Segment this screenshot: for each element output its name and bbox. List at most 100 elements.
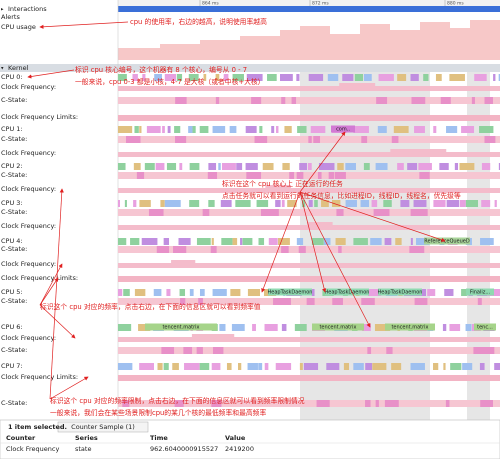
- task-slice[interactable]: [145, 323, 217, 331]
- cstate-slice[interactable]: [196, 347, 203, 354]
- cstate-slice[interactable]: [391, 136, 399, 143]
- track-label[interactable]: CPU 6:: [1, 323, 23, 331]
- task-slice[interactable]: [231, 324, 245, 331]
- task-slice[interactable]: [275, 363, 292, 370]
- track-label[interactable]: C-State:: [1, 399, 27, 407]
- task-slice[interactable]: [229, 126, 237, 133]
- task-slice[interactable]: [139, 200, 151, 207]
- track-label[interactable]: Clock Frequency Limits:: [1, 373, 78, 381]
- task-slice[interactable]: [459, 200, 466, 207]
- track-label[interactable]: Kernel: [8, 64, 29, 72]
- task-slice[interactable]: [480, 238, 494, 245]
- task-slice[interactable]: [160, 200, 165, 207]
- task-slice[interactable]: [310, 126, 326, 133]
- cstate-slice[interactable]: [183, 347, 193, 354]
- task-slice[interactable]: [363, 74, 372, 81]
- task-slice[interactable]: [474, 74, 487, 81]
- task-slice[interactable]: [365, 363, 373, 370]
- task-slice[interactable]: [435, 74, 442, 81]
- task-slice[interactable]: [245, 163, 258, 170]
- task-slice[interactable]: [384, 238, 392, 245]
- freq-band[interactable]: [118, 263, 500, 268]
- task-slice[interactable]: [367, 289, 382, 296]
- task-slice[interactable]: [353, 363, 364, 370]
- task-slice[interactable]: [139, 126, 142, 133]
- cstate-slice[interactable]: [412, 209, 423, 216]
- task-slice[interactable]: [222, 163, 236, 170]
- cstate-slice[interactable]: [419, 172, 430, 179]
- freq-limit-band[interactable]: [118, 276, 500, 282]
- cstate-slice[interactable]: [281, 246, 289, 253]
- task-slice[interactable]: [259, 126, 263, 133]
- cstate-slice[interactable]: [260, 209, 275, 216]
- cstate-slice[interactable]: [215, 97, 220, 104]
- task-slice[interactable]: [449, 74, 465, 81]
- cstate-slice[interactable]: [361, 298, 375, 305]
- cstate-slice[interactable]: [161, 347, 173, 354]
- cstate-slice[interactable]: [376, 97, 388, 104]
- task-slice[interactable]: [461, 126, 475, 133]
- cstate-slice[interactable]: [207, 172, 218, 179]
- task-slice[interactable]: [256, 200, 269, 207]
- task-slice[interactable]: [337, 163, 344, 170]
- cstate-slice[interactable]: [298, 246, 306, 253]
- task-slice[interactable]: [211, 363, 221, 370]
- task-slice[interactable]: [433, 200, 446, 207]
- task-slice[interactable]: [264, 324, 278, 331]
- task-slice[interactable]: [212, 289, 227, 296]
- task-slice[interactable]: [284, 126, 292, 133]
- cstate-slice[interactable]: [291, 97, 297, 104]
- task-slice[interactable]: [465, 200, 479, 207]
- task-slice[interactable]: [418, 163, 432, 170]
- task-slice[interactable]: [189, 200, 200, 207]
- task-slice[interactable]: [247, 363, 258, 370]
- cstate-slice[interactable]: [174, 400, 184, 407]
- task-slice[interactable]: [443, 363, 446, 370]
- cstate-slice[interactable]: [136, 172, 145, 179]
- cstate-slice[interactable]: [384, 400, 399, 407]
- task-slice[interactable]: [118, 200, 121, 207]
- task-slice[interactable]: [414, 126, 425, 133]
- freq-band[interactable]: [118, 152, 500, 157]
- track-label[interactable]: Clock Frequency Limits:: [1, 113, 78, 121]
- task-slice[interactable]: [307, 163, 312, 170]
- track-label[interactable]: Clock Frequency:: [1, 334, 56, 342]
- cstate-slice[interactable]: [317, 172, 322, 179]
- task-slice[interactable]: [167, 126, 171, 133]
- cstate-slice[interactable]: [484, 400, 493, 407]
- task-slice[interactable]: [166, 289, 171, 296]
- task-slice[interactable]: [215, 74, 220, 81]
- cstate-slice[interactable]: [338, 246, 342, 253]
- task-slice[interactable]: [164, 200, 181, 207]
- task-slice[interactable]: [331, 125, 355, 133]
- task-slice[interactable]: [130, 238, 140, 245]
- freq-band[interactable]: [118, 337, 500, 342]
- task-slice[interactable]: [391, 363, 402, 370]
- track-label[interactable]: CPU 5:: [1, 288, 23, 296]
- cstate-slice[interactable]: [276, 298, 291, 305]
- task-slice[interactable]: [303, 363, 319, 370]
- task-slice[interactable]: [299, 163, 307, 170]
- cstate-slice[interactable]: [484, 136, 496, 143]
- track-label[interactable]: CPU usage: [1, 23, 36, 31]
- task-slice[interactable]: [479, 363, 485, 370]
- task-slice[interactable]: [240, 238, 243, 245]
- task-slice[interactable]: [219, 324, 226, 331]
- task-slice[interactable]: [268, 238, 278, 245]
- task-slice[interactable]: [393, 126, 409, 133]
- task-slice[interactable]: [141, 238, 158, 245]
- cstate-slice[interactable]: [414, 298, 427, 305]
- task-slice[interactable]: [462, 363, 473, 370]
- cstate-slice[interactable]: [386, 347, 393, 354]
- task-slice[interactable]: [493, 74, 496, 81]
- task-slice[interactable]: [335, 238, 346, 245]
- task-slice[interactable]: [133, 163, 141, 170]
- cstate-slice[interactable]: [445, 400, 450, 407]
- task-slice[interactable]: [221, 238, 233, 245]
- task-slice[interactable]: [481, 163, 491, 170]
- track-label[interactable]: CPU 3:: [1, 199, 23, 207]
- task-slice[interactable]: [400, 200, 410, 207]
- cstate-slice[interactable]: [306, 298, 315, 305]
- track-label[interactable]: CPU 7:: [1, 362, 23, 370]
- cstate-slice[interactable]: [484, 97, 493, 104]
